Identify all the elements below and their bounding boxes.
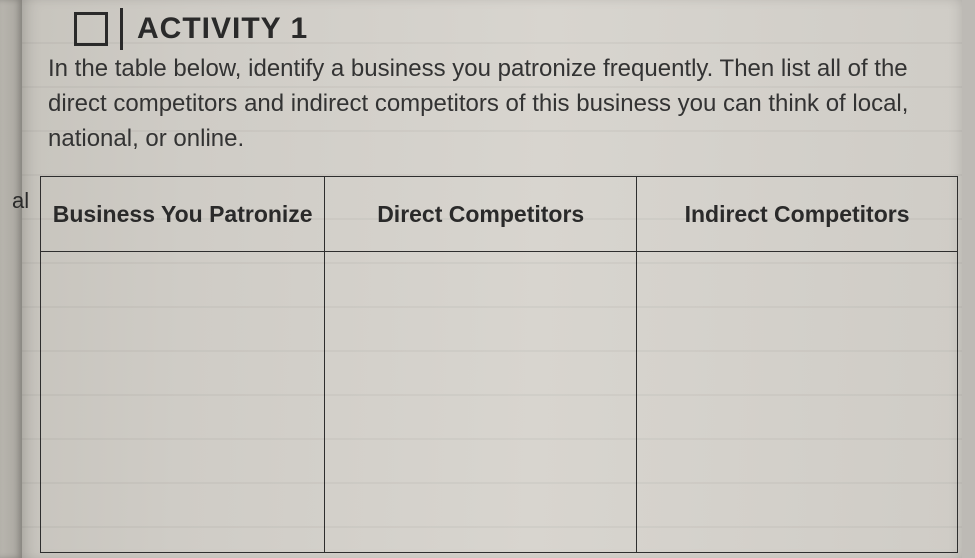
activity-header: ACTIVITY 1: [74, 8, 308, 50]
table-header-row: Business You Patronize Direct Competitor…: [41, 177, 958, 252]
checkbox-icon: [74, 12, 108, 46]
competitors-table: Business You Patronize Direct Competitor…: [40, 176, 958, 553]
table-row: [41, 252, 958, 553]
worksheet-page: al ACTIVITY 1 In the table below, identi…: [22, 0, 962, 558]
previous-page-sliver: [0, 0, 22, 558]
instructions-text: In the table below, identify a business …: [48, 52, 938, 156]
cell-direct[interactable]: [325, 252, 637, 553]
cell-indirect[interactable]: [637, 252, 958, 553]
col-header-label: Indirect Competitors: [685, 201, 910, 227]
cell-business[interactable]: [41, 252, 325, 553]
edge-cut-text: al: [12, 188, 32, 214]
activity-title: ACTIVITY 1: [137, 12, 308, 46]
competitors-table-wrap: Business You Patronize Direct Competitor…: [40, 176, 958, 553]
col-header-indirect: Indirect Competitors: [637, 177, 958, 252]
col-header-business: Business You Patronize: [41, 177, 325, 252]
col-header-label: Direct Competitors: [377, 201, 584, 227]
col-header-direct: Direct Competitors: [325, 177, 637, 252]
col-header-label: Business You Patronize: [53, 201, 313, 227]
divider-vertical: [120, 8, 123, 50]
